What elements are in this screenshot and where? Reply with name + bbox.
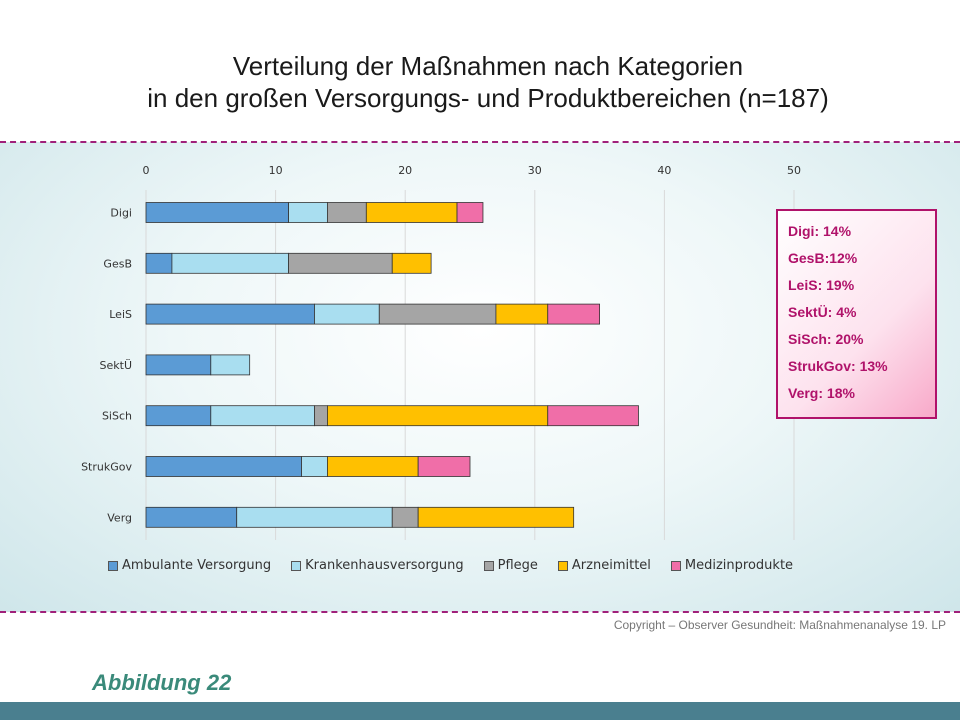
bar-segment — [327, 202, 367, 223]
legend-item: Pflege — [483, 558, 538, 573]
figure-label: Abbildung 22 — [92, 670, 232, 695]
bar-segment — [236, 506, 393, 528]
legend-swatch — [291, 560, 302, 571]
bar-segment — [365, 202, 458, 223]
percentage-infobox: Digi: 14% GesB:12% LeiS: 19% SektÜ: 4% S… — [776, 209, 937, 419]
y-category-label: Verg — [107, 511, 132, 524]
title-line-2: in den großen Versorgungs- und Produktbe… — [147, 83, 829, 113]
y-category-label: SiSch — [102, 410, 132, 423]
copyright-note: Copyright – Observer Gesundheit: Maßnahm… — [613, 618, 946, 632]
y-category-label: Digi — [110, 207, 132, 220]
bar-segment — [456, 202, 484, 223]
bar-segment — [327, 405, 549, 427]
bar-segment — [391, 506, 419, 528]
bar-segment — [547, 405, 639, 427]
bar-segment — [314, 405, 328, 427]
legend-swatch — [483, 560, 494, 571]
bottom-dashed-divider — [0, 611, 960, 613]
legend-label: Pflege — [497, 558, 538, 573]
bar-segment — [145, 303, 315, 325]
bar-segment — [288, 252, 393, 274]
bar-segment — [145, 354, 212, 376]
legend-item: Krankenhausversorgung — [291, 558, 464, 573]
y-category-label: LeiS — [109, 308, 132, 321]
legend-label: Krankenhausversorgung — [305, 558, 464, 573]
bar-segment — [145, 202, 289, 223]
bar-segment — [301, 456, 328, 477]
legend-label: Arzneimittel — [571, 558, 651, 573]
bar-segment — [288, 202, 328, 223]
legend-swatch — [108, 560, 118, 571]
infobox-line: Verg: 18% — [788, 385, 855, 401]
infobox-line: GesB:12% — [788, 250, 858, 266]
x-tick-label: 40 — [657, 164, 671, 177]
infobox-line: SektÜ: 4% — [788, 304, 857, 320]
infobox-line: StrukGov: 13% — [788, 358, 888, 374]
bar-segment — [314, 303, 380, 325]
x-tick-label: 10 — [269, 164, 283, 177]
chart-title: Verteilung der Maßnahmen nach Kategorien… — [0, 50, 960, 114]
bar-segment — [417, 506, 575, 528]
bar-segment — [495, 303, 549, 325]
x-tick-label: 20 — [398, 164, 412, 177]
infobox-line: Digi: 14% — [788, 223, 852, 239]
bar-segment — [210, 354, 251, 376]
bar-segment — [547, 303, 601, 325]
x-tick-label: 50 — [787, 164, 801, 177]
bar-segment — [327, 456, 419, 477]
legend-item: Medizinprodukte — [670, 558, 794, 573]
infobox-line: LeiS: 19% — [788, 277, 855, 293]
bar-segment — [145, 252, 173, 274]
chart-legend: Ambulante Versorgung Krankenhausversorgun… — [108, 558, 813, 573]
x-tick-label: 30 — [528, 164, 542, 177]
bar-segment — [145, 405, 212, 427]
infobox-line: SiSch: 20% — [788, 331, 864, 347]
y-category-label: StrukGov — [81, 461, 132, 474]
bar-segment — [210, 405, 315, 427]
y-category-label: GesB — [103, 257, 132, 270]
bar-segment — [171, 252, 289, 274]
footer-bar — [0, 702, 960, 720]
legend-label: Ambulante Versorgung — [122, 558, 272, 573]
legend-label: Medizinprodukte — [684, 558, 794, 573]
y-category-label: SektÜ — [100, 359, 132, 372]
top-dashed-divider — [0, 141, 960, 143]
title-line-1: Verteilung der Maßnahmen nach Kategorien — [232, 51, 744, 81]
legend-swatch — [670, 560, 681, 571]
bar-segment — [391, 252, 432, 274]
bar-segment — [378, 303, 497, 325]
legend-item: Ambulante Versorgung — [108, 558, 271, 573]
legend-swatch — [557, 560, 568, 571]
bar-segment — [417, 456, 471, 477]
bar-segment — [145, 456, 302, 477]
legend-item: Arzneimittel — [557, 558, 651, 573]
x-tick-label: 0 — [143, 164, 150, 177]
bar-segment — [145, 506, 238, 528]
